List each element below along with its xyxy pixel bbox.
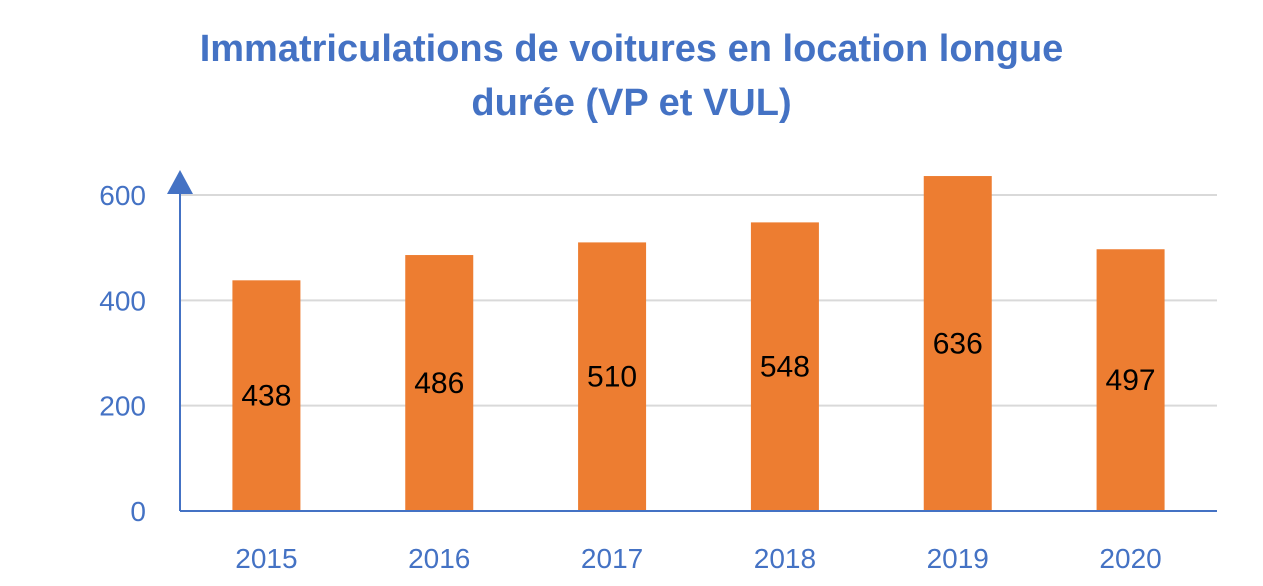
x-tick-label-2018: 2018 — [754, 543, 816, 574]
bar-2016 — [405, 255, 474, 511]
bar-2019 — [923, 176, 992, 512]
gridlines — [180, 194, 1217, 407]
axes — [167, 170, 1217, 512]
bars — [232, 176, 1165, 512]
y-tick-label-400: 400 — [99, 285, 146, 316]
data-labels: 438 486 510 548 636 497 — [241, 328, 1155, 413]
bar-2017 — [578, 242, 647, 511]
data-label-2016: 486 — [414, 367, 464, 400]
x-tick-labels: 2015 2016 2017 2018 2019 2020 — [235, 543, 1161, 574]
chart-title-line-1: Immatriculations de voitures en location… — [199, 28, 1064, 70]
data-label-2017: 510 — [587, 361, 637, 394]
chart-title-line-2: durée (VP et VUL) — [471, 82, 792, 124]
bar-2015 — [232, 280, 301, 511]
chart-title: Immatriculations de voitures en location… — [0, 22, 1263, 130]
x-tick-label-2020: 2020 — [1099, 543, 1161, 574]
data-label-2019: 636 — [933, 328, 983, 361]
bar-2018 — [750, 222, 819, 512]
x-tick-label-2015: 2015 — [235, 543, 297, 574]
y-tick-label-600: 600 — [99, 180, 146, 211]
y-tick-labels: 0 200 400 600 — [99, 180, 146, 527]
y-axis-arrow-icon — [167, 170, 193, 194]
y-tick-label-0: 0 — [130, 496, 146, 527]
x-tick-label-2017: 2017 — [581, 543, 643, 574]
x-tick-label-2016: 2016 — [408, 543, 470, 574]
data-label-2020: 497 — [1106, 364, 1156, 397]
bar-2020 — [1096, 249, 1165, 511]
data-label-2018: 548 — [760, 351, 810, 384]
y-tick-label-200: 200 — [99, 391, 146, 422]
data-label-2015: 438 — [241, 380, 291, 413]
x-tick-label-2019: 2019 — [927, 543, 989, 574]
